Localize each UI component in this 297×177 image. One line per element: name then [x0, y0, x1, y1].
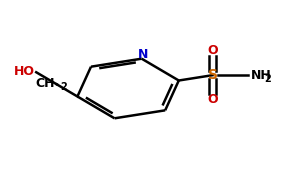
Text: O: O	[207, 93, 218, 106]
Text: CH: CH	[36, 77, 55, 90]
Text: 2: 2	[264, 74, 271, 84]
Text: O: O	[207, 44, 218, 57]
Text: S: S	[208, 68, 218, 82]
Text: N: N	[138, 48, 149, 61]
Text: NH: NH	[250, 69, 271, 82]
Text: 2: 2	[61, 82, 67, 92]
Text: HO: HO	[14, 65, 35, 78]
